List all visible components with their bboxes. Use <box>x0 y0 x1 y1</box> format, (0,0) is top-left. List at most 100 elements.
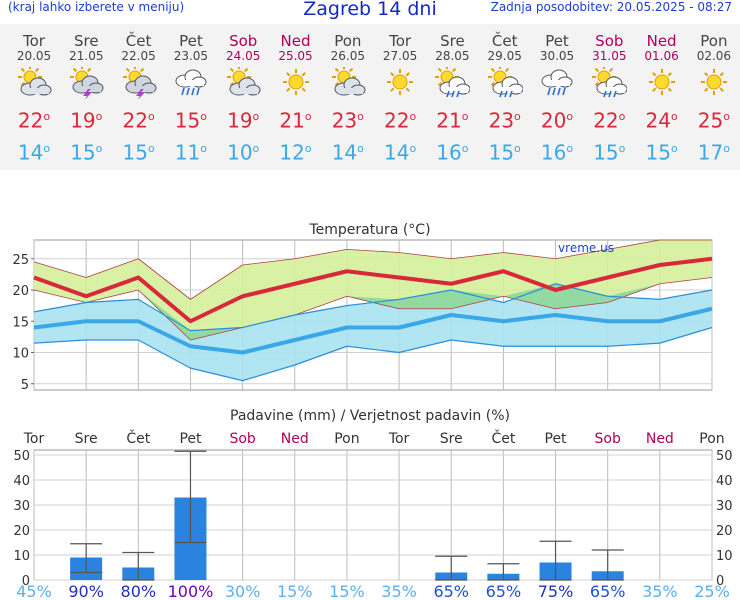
min-temp-line <box>33 306 713 355</box>
day-date: 25.05 <box>278 49 313 63</box>
x-tick-label: Ned <box>646 431 674 447</box>
day-name: Sob <box>595 32 624 50</box>
day-name: Čet <box>125 32 152 50</box>
sun-rain-icon <box>426 65 478 101</box>
x-tick-label: Pon <box>699 431 724 447</box>
temp-max: 25o <box>697 108 730 133</box>
y-tick-label-right: 0 <box>716 574 724 589</box>
y-tick-label: 50 <box>13 449 30 464</box>
temp-max: 22o <box>384 108 417 133</box>
day-name: Sob <box>229 32 258 50</box>
day-date: 23.05 <box>173 49 209 63</box>
precipitation-probability-label: 75% <box>538 582 574 600</box>
precipitation-plot-area <box>33 449 713 581</box>
forecast-day: Čet 22.05 22o 15o <box>113 24 165 164</box>
temp-max: 23o <box>331 108 364 133</box>
temp-min: 15o <box>593 140 626 165</box>
day-name: Pon <box>334 32 362 50</box>
sun-cloud-icon <box>322 65 374 101</box>
min-range-upper-edge <box>33 283 713 332</box>
y-tick-label: 40 <box>13 474 30 489</box>
forecast-day: Tor 27.05 22o 14o <box>374 24 426 165</box>
forecast-day: Pet 30.05 20o 16o <box>531 24 583 165</box>
max-temp-line <box>33 256 713 324</box>
temp-min: 11o <box>174 140 207 165</box>
day-name: Čet <box>491 32 518 50</box>
temp-max: 20o <box>540 108 574 133</box>
y-tick-label: 30 <box>13 499 30 514</box>
temp-min: 14o <box>17 140 51 165</box>
precipitation-probability-label: 65% <box>433 582 469 600</box>
y-tick-label-right: 10 <box>716 549 733 564</box>
forecast-day: Čet 29.05 23o 15o <box>479 24 531 164</box>
location-menu-hint[interactable]: (kraj lahko izberete v meniju) <box>8 0 185 14</box>
temp-max: 24o <box>645 108 678 133</box>
precipitation-probability-label: 100% <box>168 582 214 600</box>
day-name: Sre <box>74 32 99 50</box>
precipitation-probability-label: 15% <box>277 582 313 600</box>
forecast-day: Ned 01.06 24o 15o <box>636 24 688 165</box>
forecast-day: Pet 23.05 15o 11o <box>165 24 217 165</box>
day-date: 24.05 <box>226 49 261 63</box>
temp-max: 19o <box>227 108 260 133</box>
forecast-day: Pon 26.05 23o 14o <box>322 24 374 164</box>
x-tick-label: Pet <box>545 431 568 447</box>
rain-cloud-icon <box>165 67 217 101</box>
precipitation-probability-label: 30% <box>225 582 261 600</box>
forecast-day: Sre 21.05 19o 15o <box>60 24 112 164</box>
temp-max: 22o <box>17 108 51 133</box>
temp-min: 12o <box>279 140 312 165</box>
precipitation-probability-label: 25% <box>694 582 730 600</box>
y-tick-label: 0 <box>22 574 30 589</box>
forecast-day: Sre 28.05 21o 16o <box>426 24 478 164</box>
sun-icon <box>270 67 322 101</box>
temp-min: 15o <box>488 140 521 165</box>
temp-min: 14o <box>331 140 364 165</box>
x-tick-label: Sob <box>229 431 255 447</box>
day-date: 28.05 <box>435 49 470 63</box>
temp-max: 22o <box>593 108 626 133</box>
temp-min: 17o <box>697 140 730 165</box>
daily-forecast-strip: Tor 20.05 22o 14o Sre 21.05 19o 15o Čet 22.05 22o 1… <box>0 24 740 170</box>
temp-min: 15o <box>70 140 103 165</box>
y-tick-label: 25 <box>12 253 29 268</box>
y-tick-label-right: 50 <box>716 449 733 464</box>
forecast-day: Pon 02.06 25o 17o <box>688 24 740 165</box>
temp-max: 19o <box>70 108 103 133</box>
x-tick-label: Ned <box>281 431 309 447</box>
day-date: 02.06 <box>696 49 732 63</box>
y-tick-label: 10 <box>12 347 29 362</box>
sun-cloud-icon <box>217 65 269 101</box>
temp-min: 15o <box>122 140 155 165</box>
sun-icon <box>636 67 688 101</box>
day-date: 29.05 <box>487 49 522 63</box>
forecast-day: Ned 25.05 21o 12o <box>270 24 322 165</box>
temp-min: 16o <box>540 140 574 165</box>
x-tick-label: Sob <box>595 431 621 447</box>
max-range-upper-edge <box>33 239 712 300</box>
day-date: 20.05 <box>16 49 52 63</box>
min-temp-range-band <box>34 283 712 381</box>
y-tick-label: 5 <box>21 378 29 393</box>
day-name: Tor <box>389 32 412 50</box>
precipitation-probability-label: 65% <box>590 582 626 600</box>
day-name: Ned <box>280 32 311 50</box>
precipitation-probability-label: 15% <box>329 582 365 600</box>
page-title: Zagreb 14 dni <box>303 0 437 20</box>
sun-storm-icon <box>113 65 165 101</box>
last-update: Zadnja posodobitev: 20.05.2025 - 08:27 <box>490 0 732 14</box>
temp-min: 16o <box>436 140 469 165</box>
precipitation-chart-title: Padavine (mm) / Verjetnost padavin (%) <box>230 408 510 424</box>
day-name: Pon <box>700 32 728 50</box>
temperature-chart-title: Temperatura (°C) <box>308 222 430 238</box>
x-tick-label: Čet <box>126 429 150 447</box>
y-tick-label-right: 40 <box>716 474 733 489</box>
x-tick-label: Pet <box>179 431 202 447</box>
y-tick-label: 20 <box>12 284 29 299</box>
precipitation-probability-label: 45% <box>16 582 52 600</box>
y-tick-label-right: 30 <box>716 499 733 514</box>
day-name: Tor <box>23 32 45 50</box>
day-date: 21.05 <box>69 49 104 63</box>
sun-cloud-icon <box>8 65 60 101</box>
day-date: 22.05 <box>121 49 156 63</box>
